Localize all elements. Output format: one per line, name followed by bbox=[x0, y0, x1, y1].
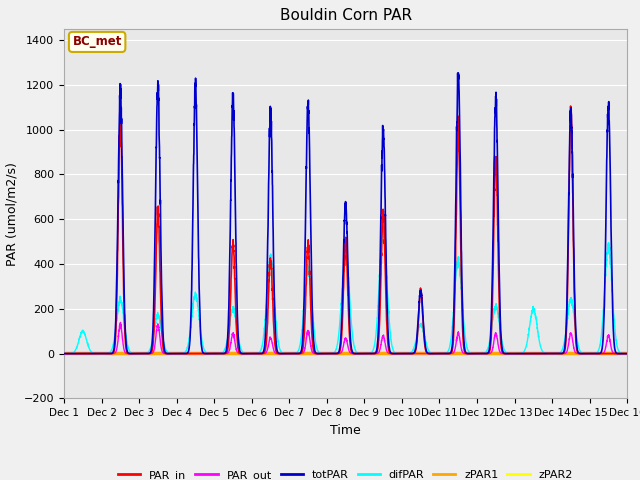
Title: Bouldin Corn PAR: Bouldin Corn PAR bbox=[280, 9, 412, 24]
Text: BC_met: BC_met bbox=[72, 36, 122, 48]
X-axis label: Time: Time bbox=[330, 424, 361, 437]
Y-axis label: PAR (umol/m2/s): PAR (umol/m2/s) bbox=[5, 162, 18, 265]
Legend: PAR_in, PAR_out, totPAR, difPAR, zPAR1, zPAR2: PAR_in, PAR_out, totPAR, difPAR, zPAR1, … bbox=[114, 466, 577, 480]
